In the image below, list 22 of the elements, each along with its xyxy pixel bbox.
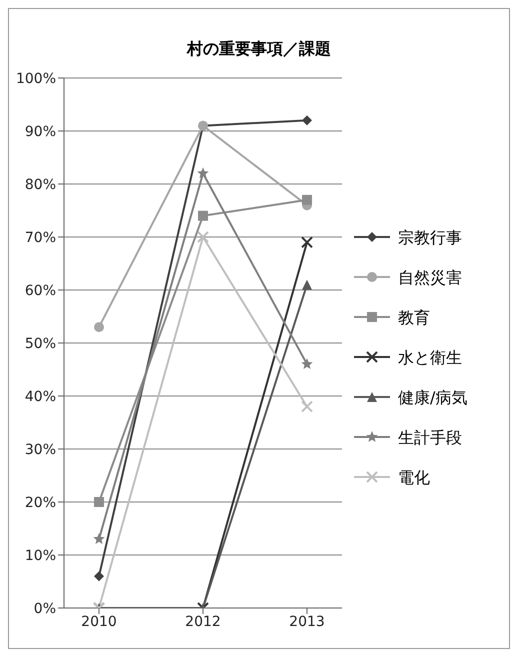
legend-label: 生計手段: [398, 428, 463, 447]
legend-label: 健康/病気: [398, 388, 468, 407]
y-tick-label: 80%: [24, 176, 56, 193]
legend-label: 教育: [398, 308, 431, 327]
y-tick-label: 10%: [24, 548, 56, 564]
chart-title: 村の重要事項／課題: [186, 38, 332, 60]
y-tick-label: 70%: [24, 230, 56, 246]
y-tick-label: 100%: [16, 70, 56, 87]
legend-label: 宗教行事: [398, 228, 463, 247]
y-tick-label: 20%: [24, 494, 56, 511]
x-tick-label: 2010: [81, 614, 117, 630]
y-tick-label: 30%: [24, 442, 56, 458]
x-tick-label: 2012: [185, 614, 221, 630]
y-tick-label: 90%: [24, 124, 56, 140]
y-tick-label: 50%: [24, 336, 56, 352]
y-tick-label: 60%: [24, 282, 56, 299]
y-tick-label: 40%: [24, 388, 56, 405]
legend-label: 自然災害: [398, 268, 463, 287]
x-tick-label: 2013: [289, 614, 325, 630]
legend-label: 電化: [398, 468, 431, 487]
y-tick-label: 0%: [34, 600, 56, 617]
legend-label: 水と衛生: [398, 348, 463, 367]
